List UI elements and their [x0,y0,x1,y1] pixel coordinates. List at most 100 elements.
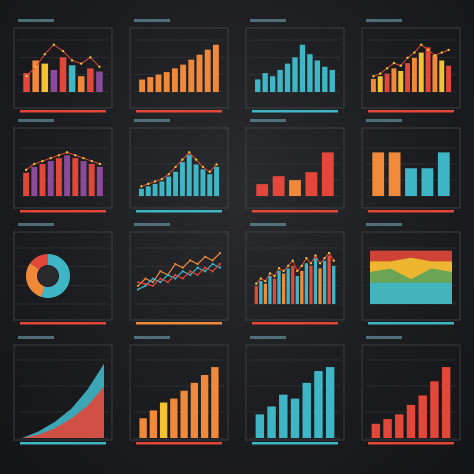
trend-point [174,165,177,169]
trend-point [89,56,92,59]
panel-accent-bar [252,210,338,213]
bar [155,74,162,92]
line-point [174,277,177,280]
line-point [196,273,199,277]
line-point [181,277,184,280]
bar [23,73,30,92]
bar [411,57,417,92]
panel-accent-bar [20,110,106,113]
trend-point [309,262,313,265]
trend-point [291,259,294,262]
bar [211,367,219,438]
bar [163,72,170,92]
chart-panel-14 [129,336,229,445]
line-point [203,270,207,273]
bar [299,44,306,92]
line-point [136,288,140,291]
trend-point [140,185,143,188]
bar [391,68,397,92]
line-series [137,263,221,290]
panel-accent-bar [136,442,222,445]
line-point [211,259,214,262]
trend-point [181,158,184,161]
panel-accent-bar [368,442,454,445]
trend-point [255,282,258,285]
line-point [203,255,207,258]
trend-point [201,165,205,169]
bar [418,395,427,438]
bar [279,394,288,438]
line-point [144,277,147,280]
trend-line [373,44,449,77]
chart-panel-10 [129,223,229,325]
bar [377,76,383,92]
trend-point [147,182,150,186]
line-point [151,277,155,280]
trend-point [33,162,36,166]
panel-header-mark [134,336,170,339]
trend-line [25,151,101,171]
line-point [189,259,192,262]
bar [50,69,58,92]
panel-frame [129,344,229,441]
bar [325,367,335,438]
trend-point [61,49,65,53]
bar [196,54,203,92]
trend-point [426,48,430,52]
trend-point [90,159,93,163]
trend-point [160,177,164,181]
bar [255,79,261,92]
bar [139,79,146,92]
bar [290,398,300,438]
panel-accent-bar [252,322,338,325]
panel-frame [361,344,461,441]
bar [193,164,199,196]
bar [286,268,290,304]
trend-point [80,62,83,65]
bar [47,161,54,196]
line-point [189,270,192,273]
trend-point [447,48,450,52]
bar [170,398,178,438]
bar [370,78,376,92]
line-point [181,270,184,273]
trend-point [188,151,191,154]
bar [314,371,323,438]
panel-frame [245,344,345,441]
bar [254,286,258,304]
bar [321,152,334,196]
bar [327,255,331,304]
trend-point [420,43,423,46]
trend-point [70,59,74,62]
chart-panel-7 [245,119,345,213]
line-point [166,273,169,277]
line-point [151,284,155,287]
chart-panel-15 [245,336,345,445]
line-point [218,262,222,266]
chart-panel-1 [13,19,113,113]
line-point [144,284,147,287]
trend-point [208,170,211,173]
bar [180,390,188,438]
panel-header-mark [18,119,54,122]
trend-point [296,269,299,273]
chart-panel-9 [13,223,113,325]
trend-point [413,51,416,54]
bar [446,65,452,92]
bar [277,270,281,304]
bar [263,283,268,304]
bar [295,276,299,304]
trend-point [268,272,272,275]
bar [289,180,301,196]
bar [259,281,263,304]
bar [284,63,291,92]
bar [425,47,431,92]
panel-frame [361,27,461,109]
panel-header-mark [250,223,286,226]
bar [388,152,401,196]
trend-point [286,264,290,268]
trend-point [385,67,389,70]
bar [87,68,94,92]
trend-point [273,274,276,278]
panel-header-mark [366,223,402,226]
